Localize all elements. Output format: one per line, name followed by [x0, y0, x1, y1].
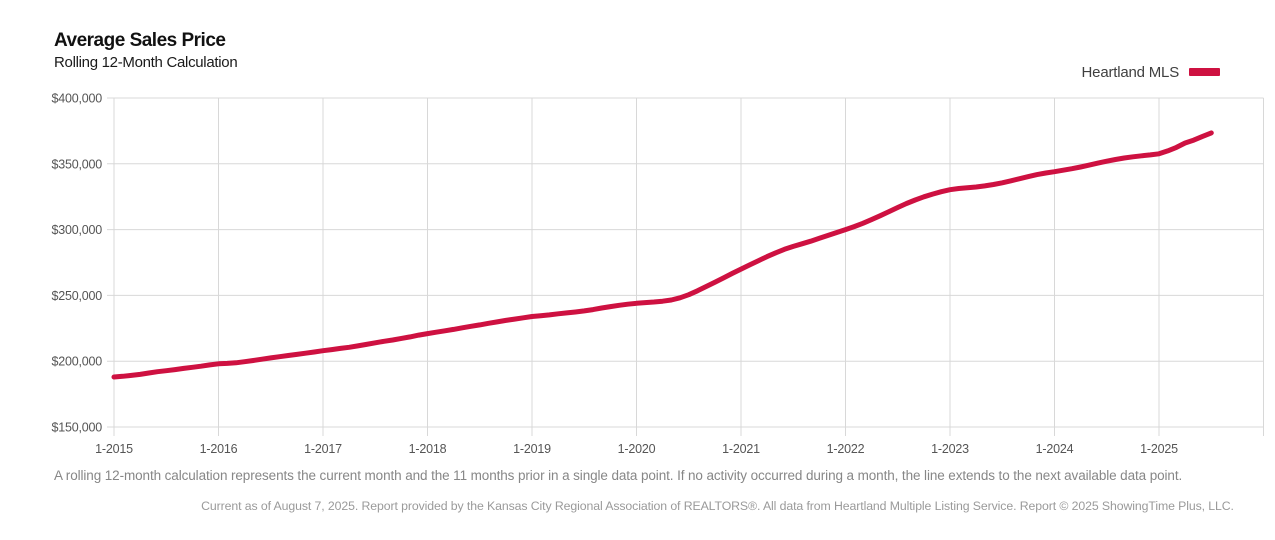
chart-subtitle: Rolling 12-Month Calculation	[54, 53, 238, 71]
legend-label: Heartland MLS	[1081, 63, 1180, 81]
y-axis-tick-label: $300,000	[51, 223, 102, 237]
data-line	[111, 130, 1214, 380]
x-axis-tick-label: 1-2020	[618, 442, 656, 456]
x-axis-tick-label: 1-2025	[1140, 442, 1178, 456]
y-axis-tick-label: $150,000	[51, 421, 102, 435]
x-axis-tick-label: 1-2019	[513, 442, 551, 456]
x-axis-tick-label: 1-2022	[827, 442, 865, 456]
y-axis-tick-label: $350,000	[51, 157, 102, 171]
footnote-text: A rolling 12-month calculation represent…	[54, 468, 1183, 483]
y-axis-tick-label: $250,000	[51, 289, 102, 303]
x-axis-tick-label: 1-2015	[95, 442, 133, 456]
y-axis-tick-label: $400,000	[51, 92, 102, 106]
x-axis-tick-label: 1-2017	[304, 442, 342, 456]
x-axis-tick-label: 1-2023	[931, 442, 969, 456]
y-axis-tick-label: $200,000	[51, 355, 102, 369]
chart-legend: Heartland MLS	[1081, 63, 1220, 81]
x-axis-tick-label: 1-2024	[1036, 442, 1074, 456]
x-axis-tick-label: 1-2018	[409, 442, 447, 456]
chart-header: Average Sales Price Rolling 12-Month Cal…	[54, 30, 238, 71]
attribution-text: Current as of August 7, 2025. Report pro…	[201, 499, 1234, 513]
chart-title: Average Sales Price	[54, 30, 226, 51]
x-axis-tick-label: 1-2021	[722, 442, 760, 456]
x-axis-tick-label: 1-2016	[200, 442, 238, 456]
legend-line-swatch-icon	[1189, 68, 1220, 76]
